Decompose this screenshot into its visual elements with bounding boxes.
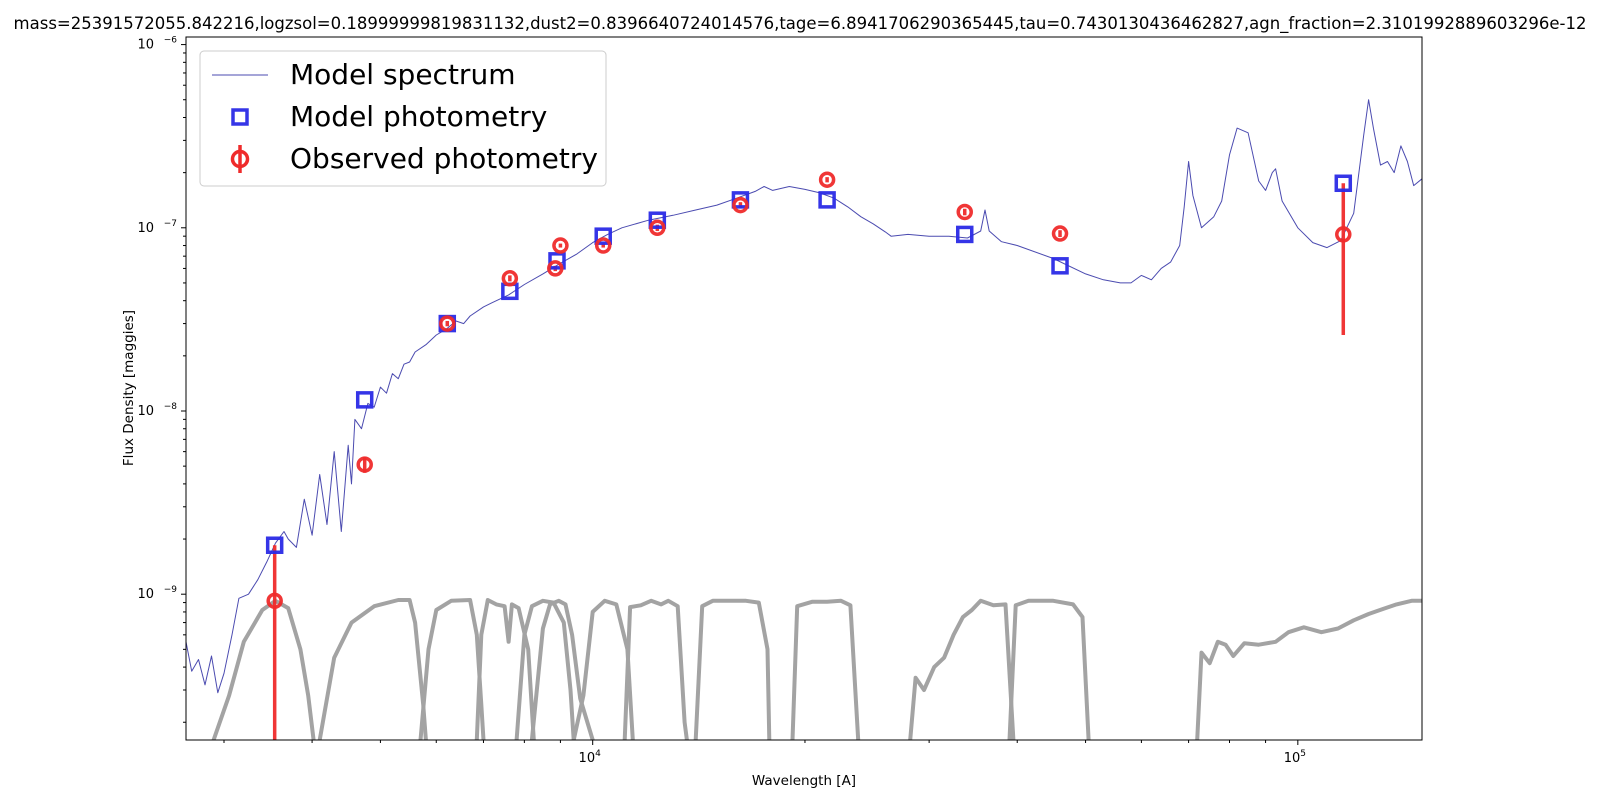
model-spectrum <box>186 99 1422 694</box>
model-spectrum-line <box>186 99 1422 694</box>
legend-model-phot-swatch <box>231 108 249 126</box>
legend-label-model-phot: Model photometry <box>290 100 547 133</box>
model-photometry-point-7 <box>731 191 750 209</box>
observed-photometry-point-7 <box>649 219 666 237</box>
filter-curve-11 <box>1007 598 1091 740</box>
observed-errorbars <box>272 177 1346 740</box>
filter-curve-0 <box>211 598 316 740</box>
model-photometry-point-4 <box>548 252 566 270</box>
model-photometry-point-10 <box>1051 257 1069 275</box>
model-photometry-point-0 <box>265 536 284 554</box>
observed-photometry-point-9 <box>818 171 836 188</box>
model-photometry-point-1 <box>355 391 374 409</box>
y-axis-label: Flux Density [maggies] <box>121 310 137 466</box>
observed-photometry-point-5 <box>552 237 569 254</box>
observed-photometry-point-2 <box>439 315 456 332</box>
observed-photometry-point-11 <box>1051 225 1069 242</box>
model-photometry-markers <box>265 174 1353 554</box>
filter-curve-7 <box>622 598 689 740</box>
x-axis-label: Wavelength [A] <box>752 773 856 789</box>
y-tick-label-1: 10 −8 <box>137 402 177 419</box>
filter-curves <box>211 598 1422 740</box>
filter-curve-9 <box>790 598 861 740</box>
axes: 104 105 10−9 10−8 10−7 10−6 <box>137 36 1306 766</box>
x-tick-label-0: 104 <box>579 749 602 766</box>
legend-label-observed: Observed photometry <box>290 142 598 175</box>
observed-photometry-point-6 <box>594 237 612 254</box>
model-photometry-point-5 <box>594 227 612 245</box>
model-photometry-point-9 <box>955 225 974 244</box>
legend-box <box>199 50 607 187</box>
y-tick-label-3: 10 −6 <box>137 36 177 53</box>
filter-curve-3 <box>474 598 536 740</box>
observed-photometry-point-1 <box>356 456 373 473</box>
observed-photometry-point-0 <box>266 592 283 610</box>
model-photometry-point-6 <box>648 211 667 229</box>
y-tick-label-2: 10 −7 <box>137 219 177 236</box>
observed-photometry-markers <box>266 171 1352 610</box>
filter-curve-8 <box>693 598 772 740</box>
filter-curve-10 <box>908 598 1016 740</box>
model-photometry-point-8 <box>818 191 836 209</box>
observed-photometry-point-3 <box>501 270 519 287</box>
chart-title: mass=25391572055.842216,logzsol=0.189999… <box>13 14 1587 33</box>
filter-curve-5 <box>529 598 595 740</box>
model-photometry-point-11 <box>1334 174 1353 193</box>
x-tick-label-1: 105 <box>1284 749 1306 766</box>
filter-curve-1 <box>317 598 428 740</box>
legend-observed-swatch <box>230 149 250 169</box>
filter-curve-4 <box>514 598 576 740</box>
observed-photometry-point-12 <box>1335 226 1352 243</box>
observed-photometry-point-4 <box>547 260 564 277</box>
y-tick-label-0: 10 −9 <box>137 585 177 602</box>
plot-frame <box>185 36 1423 741</box>
observed-photometry-point-8 <box>732 196 749 214</box>
filter-curve-12 <box>1195 598 1422 740</box>
observed-photometry-point-10 <box>956 203 973 221</box>
filter-curve-2 <box>418 598 486 740</box>
legend: Model spectrum Model photometry Observed… <box>199 50 607 187</box>
legend-label-spectrum: Model spectrum <box>290 58 515 91</box>
